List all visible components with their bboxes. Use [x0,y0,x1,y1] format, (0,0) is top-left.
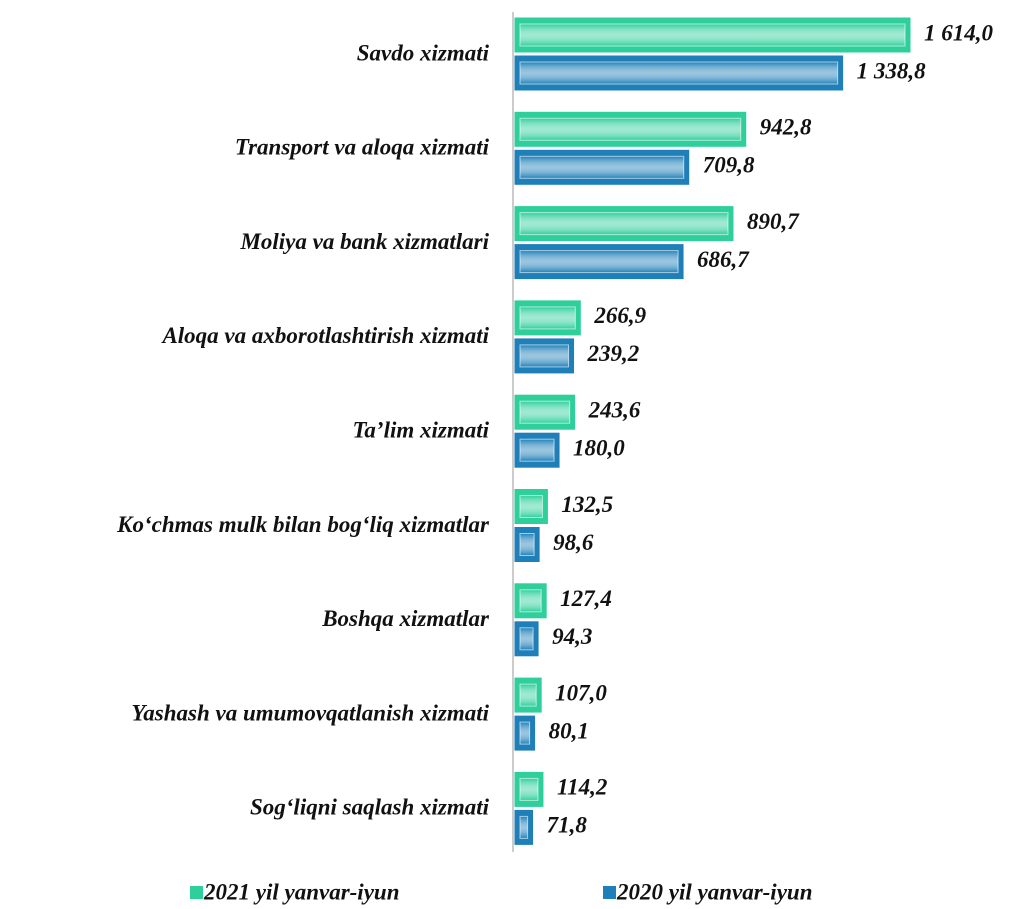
category-label: Ko‘chmas mulk bilan bog‘liq xizmatlar [116,512,490,537]
value-label: 709,8 [703,153,755,178]
bar-highlight [519,721,531,745]
category-label: Aloqa va axborotlashtirish xizmati [160,323,489,348]
value-label: 94,3 [552,624,592,649]
value-label: 107,0 [555,680,607,705]
bar-highlight [519,250,679,274]
value-label: 686,7 [697,247,750,272]
bar-highlight [519,23,906,47]
category-label: Yashash va umumovqatlanish xizmati [131,700,489,725]
value-label: 890,7 [747,209,800,234]
bar-highlight [519,438,555,462]
bar-highlight [519,533,535,556]
category-label: Boshqa xizmatlar [321,606,490,631]
category-label: Moliya va bank xizmatlari [239,229,489,254]
bar-highlight [519,212,729,236]
bar-highlight [519,306,576,330]
value-label: 243,6 [588,397,641,422]
legend-swatch [190,886,203,899]
value-label: 1 338,8 [857,58,927,83]
bar-highlight [519,400,571,424]
value-label: 71,8 [547,813,588,838]
value-label: 266,9 [593,303,646,328]
category-label: Savdo xizmati [357,40,490,65]
bar-highlight [519,815,529,839]
category-label: Ta’lim xizmati [352,417,489,442]
value-label: 127,4 [560,586,612,611]
bar-highlight [519,777,539,801]
bar-highlight [519,344,570,368]
bar-highlight [519,61,839,85]
bar-highlight [519,495,543,518]
legend-label: 2021 yil yanvar-iyun [203,879,400,904]
legend-swatch [603,886,616,899]
value-label: 1 614,0 [924,20,994,45]
bar-highlight [519,627,534,651]
value-label: 942,8 [760,115,812,140]
category-label: Transport va aloqa xizmati [235,135,490,160]
value-label: 132,5 [561,492,613,517]
bar-highlight [519,589,542,613]
value-label: 114,2 [557,775,607,800]
bar-highlight [519,117,742,141]
bar-highlight [519,683,537,707]
value-label: 239,2 [587,341,640,366]
value-label: 180,0 [573,435,625,460]
legend-label: 2020 yil yanvar-iyun [616,879,813,904]
bar-highlight [519,155,685,179]
category-label: Sog‘liqni saqlash xizmati [250,795,490,820]
value-label: 98,6 [553,530,594,555]
value-label: 80,1 [549,718,589,743]
